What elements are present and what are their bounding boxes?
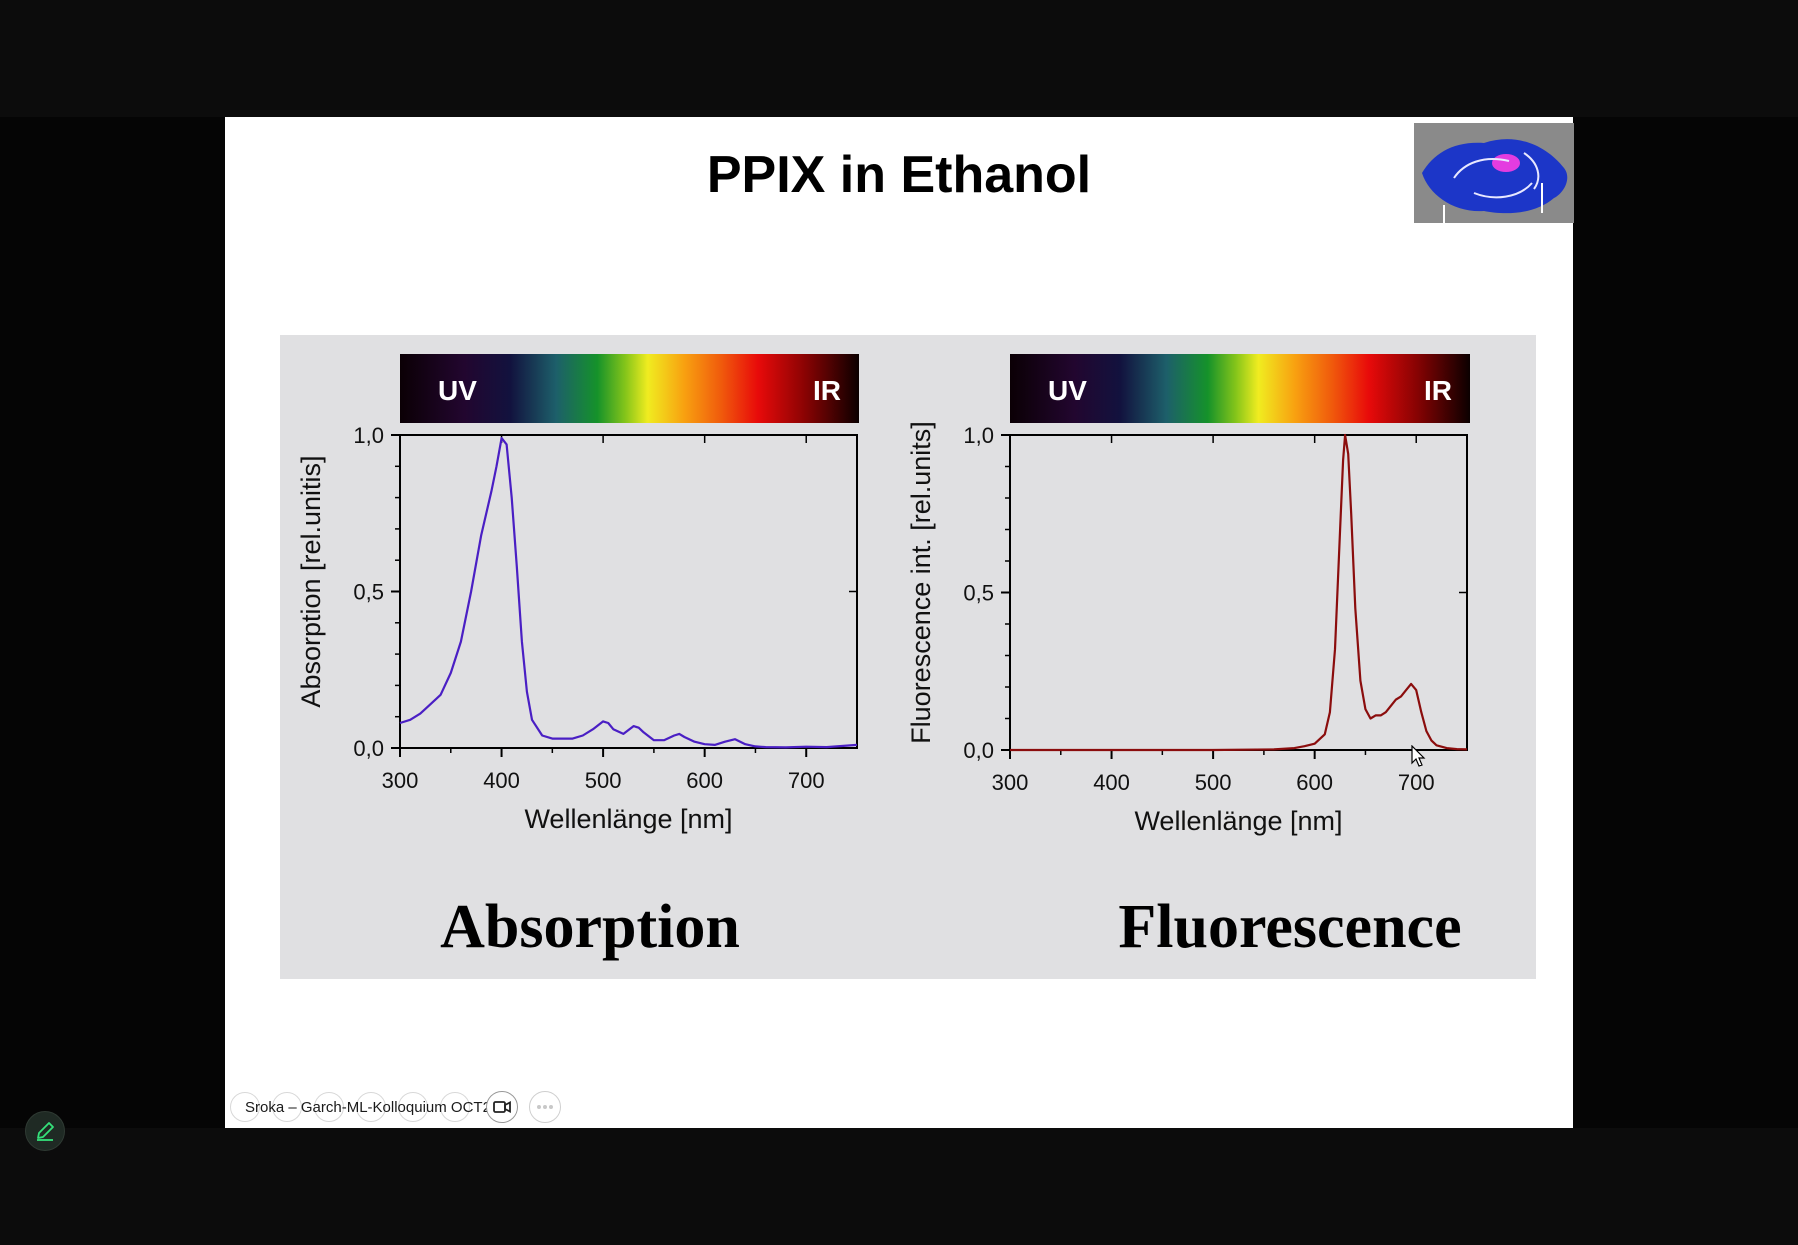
x-axis-label: Wellenlänge [nm] xyxy=(1134,806,1342,836)
y-axis-label: Absorption [rel.unitis] xyxy=(296,455,326,707)
spectrum-label-uv: UV xyxy=(1048,375,1087,406)
fluorescence-chart: UV IR 300 400 500 600 700 0,0 0,5 1,0 Wellenlänge … xyxy=(906,354,1470,961)
spectra-charts: UV IR 300 400 500 600 700 0,0 0,5 1,0 Wellenlänge … xyxy=(296,354,1470,961)
spectrum-label-uv: UV xyxy=(438,375,477,406)
y-tick-label: 1,0 xyxy=(963,423,994,448)
plot-frame xyxy=(1009,434,1468,751)
x-tick-label: 700 xyxy=(788,768,825,793)
meeting-title: Sroka – Garch-ML-Kolloquium OCT2 xyxy=(245,1099,490,1116)
control-button[interactable] xyxy=(314,1092,344,1122)
x-tick-label: 600 xyxy=(1296,770,1333,795)
spectra-panel: UV IR 300 400 500 600 700 0,0 0,5 1,0 Wellenlänge … xyxy=(280,335,1536,979)
spectrum-bar xyxy=(400,354,859,423)
x-tick-label: 500 xyxy=(585,768,622,793)
more-options-button[interactable] xyxy=(529,1091,561,1123)
x-tick-label: 400 xyxy=(1093,770,1130,795)
x-tick-label: 300 xyxy=(992,770,1029,795)
series-line xyxy=(399,437,858,749)
cell-diagram-thumbnail xyxy=(1414,123,1574,223)
y-tick-label: 0,0 xyxy=(353,736,384,761)
mouse-pointer-icon xyxy=(1411,745,1426,767)
x-axis-label: Wellenlänge [nm] xyxy=(524,804,732,834)
chart-caption: Fluorescence xyxy=(1118,893,1461,961)
y-tick-label: 0,5 xyxy=(963,581,994,606)
top-bar xyxy=(0,0,1798,117)
control-button[interactable] xyxy=(356,1092,386,1122)
control-button[interactable] xyxy=(230,1092,260,1122)
y-axis-label: Fluorescence int. [rel.units] xyxy=(906,421,936,744)
video-button[interactable] xyxy=(486,1091,518,1123)
spectrum-label-ir: IR xyxy=(1424,375,1452,406)
x-tick-label: 700 xyxy=(1398,770,1435,795)
spectrum-bar xyxy=(1010,354,1470,423)
presentation-slide: PPIX in Ethanol xyxy=(225,117,1574,1128)
pencil-icon xyxy=(37,1122,54,1141)
spectrum-label-ir: IR xyxy=(813,375,841,406)
plot-frame xyxy=(399,434,858,749)
chart-caption: Absorption xyxy=(440,893,740,961)
x-tick-label: 400 xyxy=(483,768,520,793)
bottom-bar xyxy=(0,1128,1798,1245)
control-button[interactable] xyxy=(272,1092,302,1122)
ellipsis-icon xyxy=(537,1105,553,1109)
y-tick-label: 0,5 xyxy=(353,580,384,605)
y-tick-label: 1,0 xyxy=(353,423,384,448)
control-button[interactable] xyxy=(440,1092,470,1122)
meeting-controls xyxy=(230,1090,482,1124)
video-camera-icon xyxy=(493,1101,511,1113)
series-line xyxy=(1010,433,1468,752)
absorption-chart: UV IR 300 400 500 600 700 0,0 0,5 1,0 Wellenlänge … xyxy=(296,354,859,961)
x-tick-label: 300 xyxy=(382,768,419,793)
slide-title: PPIX in Ethanol xyxy=(706,146,1092,204)
annotate-button[interactable] xyxy=(25,1111,65,1151)
y-tick-label: 0,0 xyxy=(963,738,994,763)
x-tick-label: 600 xyxy=(686,768,723,793)
x-tick-label: 500 xyxy=(1195,770,1232,795)
control-button[interactable] xyxy=(398,1092,428,1122)
